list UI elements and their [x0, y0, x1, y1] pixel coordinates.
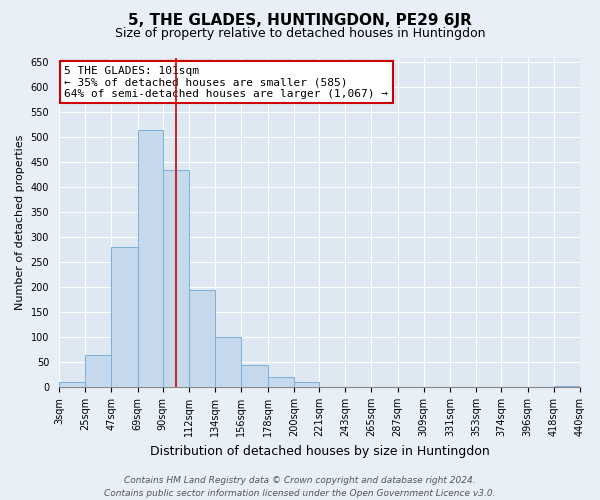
Text: 5, THE GLADES, HUNTINGDON, PE29 6JR: 5, THE GLADES, HUNTINGDON, PE29 6JR: [128, 12, 472, 28]
Bar: [85, 354, 112, 387]
Bar: [268, 377, 294, 387]
Text: Size of property relative to detached houses in Huntingdon: Size of property relative to detached ho…: [115, 28, 485, 40]
Y-axis label: Number of detached properties: Number of detached properties: [15, 134, 25, 310]
Bar: [137, 130, 163, 387]
Bar: [215, 337, 241, 387]
Bar: [189, 290, 215, 387]
Text: Contains HM Land Registry data © Crown copyright and database right 2024.
Contai: Contains HM Land Registry data © Crown c…: [104, 476, 496, 498]
X-axis label: Distribution of detached houses by size in Huntingdon: Distribution of detached houses by size …: [149, 444, 490, 458]
Text: 5 THE GLADES: 101sqm
← 35% of detached houses are smaller (585)
64% of semi-deta: 5 THE GLADES: 101sqm ← 35% of detached h…: [64, 66, 388, 99]
Bar: [241, 364, 268, 387]
Bar: [59, 382, 85, 387]
Bar: [294, 382, 319, 387]
Bar: [554, 386, 580, 387]
Bar: [112, 248, 137, 387]
Bar: [163, 170, 189, 387]
